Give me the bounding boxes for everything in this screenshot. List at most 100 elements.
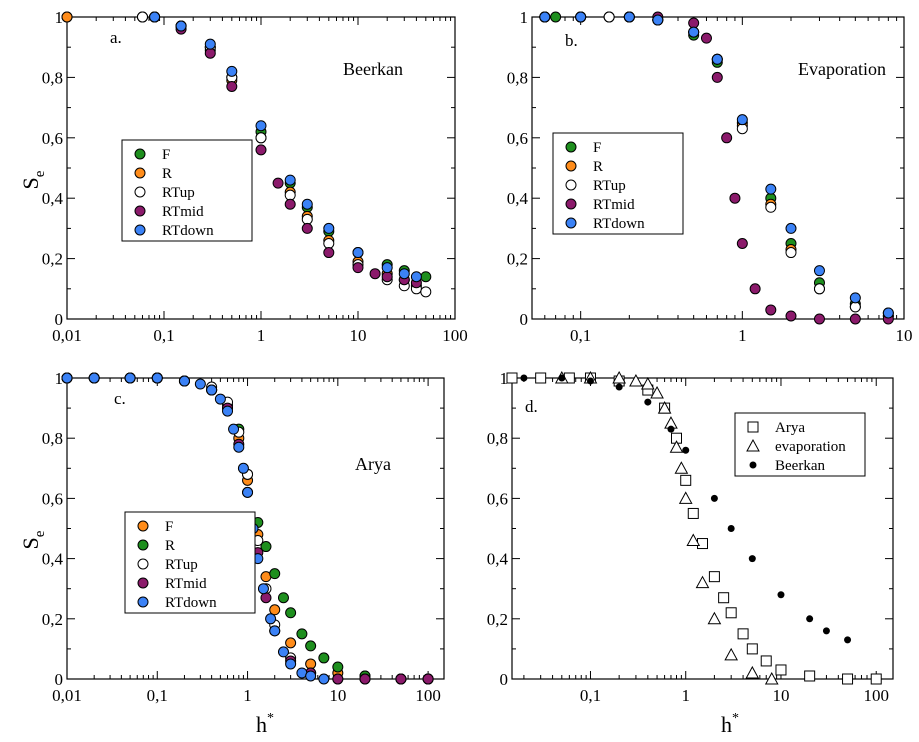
data-point: [301, 198, 313, 210]
data-point: [136, 11, 148, 23]
y-tick-label: 0,6: [487, 489, 508, 508]
data-point: [765, 183, 777, 195]
legend-label: RTup: [593, 178, 626, 194]
panel-tag: c.: [114, 389, 126, 408]
x-tick-label: 0,01: [52, 686, 82, 705]
data-point: [237, 462, 249, 474]
data-point: [729, 192, 741, 204]
legend-marker: [134, 167, 146, 179]
panel-title: Beerkan: [343, 59, 403, 79]
legend-label: RTdown: [165, 595, 217, 611]
y-tick-label: 0,8: [487, 429, 508, 448]
data-point: [736, 238, 748, 249]
legend-label: F: [593, 140, 601, 156]
data-point: [359, 673, 371, 685]
data-point: [272, 177, 284, 189]
data-point: [813, 283, 825, 295]
data-point: [765, 201, 777, 213]
data-point: [765, 304, 777, 316]
data-point: [296, 628, 308, 640]
legend-label: RTdown: [162, 223, 214, 239]
x-tick-label: 100: [863, 686, 889, 705]
data-point: [265, 613, 277, 625]
data-point: [842, 673, 854, 685]
y-tick-label: 0: [500, 670, 509, 689]
panel-d: 0 0,2 0,4 0,6 0,8 1 0,1 1 10 100 d. Arya evaporation…: [487, 369, 894, 705]
legend-marker: [137, 577, 149, 589]
legend-label: evaporation: [775, 439, 846, 455]
data-point: [688, 17, 700, 29]
legend: FR RTup RTmid RTdown: [552, 132, 684, 235]
data-point: [813, 265, 825, 277]
x-tick-label: 100: [442, 326, 468, 345]
legend-box: [734, 412, 866, 477]
data-point: [785, 247, 797, 259]
data-point: [257, 583, 269, 595]
data-point: [520, 374, 528, 382]
data-point: [644, 398, 652, 406]
data-point: [381, 262, 393, 274]
data-point: [724, 647, 739, 661]
legend-marker: [565, 179, 577, 191]
x-axis-title-main: h: [721, 712, 732, 737]
legend: FR RTup RTmid RTdown: [124, 511, 256, 614]
data-point: [269, 568, 281, 580]
data-point: [369, 268, 381, 280]
x-tick-label: 0,1: [580, 686, 601, 705]
y-tick-label: 1: [500, 369, 509, 388]
data-point: [686, 533, 701, 547]
data-point: [269, 625, 281, 637]
data-point: [206, 384, 218, 396]
y-tick-label: 0,4: [42, 189, 64, 208]
x-tick-label: 10: [329, 686, 346, 705]
data-point: [822, 627, 830, 635]
data-point: [680, 474, 692, 486]
data-point: [305, 640, 317, 652]
legend-marker: [134, 148, 146, 160]
data-point: [707, 611, 722, 625]
data-point: [323, 238, 335, 249]
legend-label: RTdown: [593, 216, 645, 232]
data-point: [318, 652, 330, 664]
data-point: [255, 144, 267, 156]
data-point: [410, 271, 422, 283]
legend-label: Arya: [775, 420, 805, 436]
data-point: [748, 555, 756, 563]
legend-label: RTup: [165, 557, 198, 573]
data-point: [260, 541, 272, 553]
data-point: [725, 607, 737, 619]
data-point: [124, 372, 136, 384]
data-point: [586, 377, 594, 385]
data-point: [650, 386, 664, 399]
data-point: [804, 670, 816, 682]
data-point: [721, 132, 733, 144]
data-point: [151, 372, 163, 384]
data-point: [539, 11, 551, 23]
y-tick-label: 0,2: [42, 250, 63, 269]
data-point: [700, 32, 712, 44]
data-point: [849, 292, 861, 304]
data-point: [708, 571, 720, 583]
y-axis-title-bottom: Se: [18, 530, 48, 549]
legend-marker: [137, 520, 149, 532]
legend-label: R: [593, 159, 603, 175]
x-tick-label: 1: [738, 326, 747, 345]
data-point: [718, 592, 730, 604]
data-point: [255, 132, 267, 144]
y-tick-label: 1: [55, 8, 64, 27]
data-point: [777, 591, 785, 599]
data-point: [284, 189, 296, 201]
panel-title: Evaporation: [798, 59, 886, 79]
x-tick-label: 100: [415, 686, 441, 705]
series-rtdown: [149, 11, 422, 283]
series-rtdown: [539, 11, 894, 319]
data-point: [149, 11, 161, 23]
data-point: [849, 301, 861, 313]
data-point: [88, 372, 100, 384]
x-tick-label: 0,01: [52, 326, 82, 345]
panel-tag: b.: [565, 31, 578, 50]
data-point: [745, 665, 760, 679]
data-point: [194, 378, 206, 390]
data-point: [332, 673, 344, 685]
legend-label: RTup: [162, 185, 195, 201]
